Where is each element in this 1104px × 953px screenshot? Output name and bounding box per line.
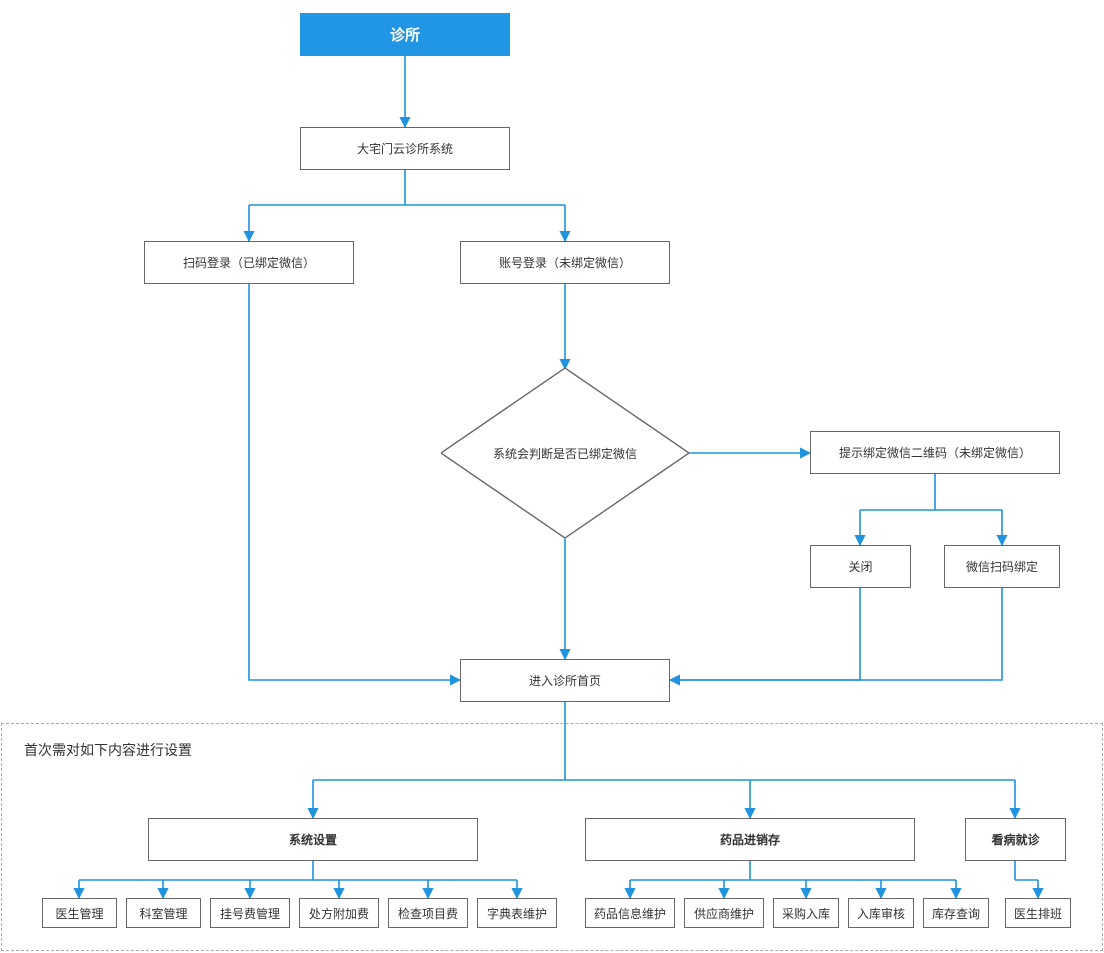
node-sched: 医生排班 bbox=[1005, 898, 1071, 928]
node-regfee: 挂号费管理 bbox=[210, 898, 290, 928]
node-chkfee: 检查项目费 bbox=[388, 898, 468, 928]
node-root: 诊所 bbox=[300, 13, 510, 56]
node-account: 账号登录（未绑定微信） bbox=[460, 241, 670, 284]
node-scan: 扫码登录（已绑定微信） bbox=[144, 241, 354, 284]
node-system: 大宅门云诊所系统 bbox=[300, 127, 510, 170]
node-prompt: 提示绑定微信二维码（未绑定微信） bbox=[810, 431, 1060, 474]
node-audit: 入库审核 bbox=[848, 898, 914, 928]
node-dict: 字典表维护 bbox=[477, 898, 557, 928]
node-rxfee: 处方附加费 bbox=[299, 898, 379, 928]
node-doc: 医生管理 bbox=[42, 898, 117, 928]
decision-label: 系统会判断是否已绑定微信 bbox=[441, 368, 689, 538]
node-sysset: 系统设置 bbox=[148, 818, 478, 861]
node-druginfo: 药品信息维护 bbox=[585, 898, 675, 928]
node-close: 关闭 bbox=[810, 545, 911, 588]
node-bind: 微信扫码绑定 bbox=[944, 545, 1060, 588]
node-visit: 看病就诊 bbox=[965, 818, 1066, 861]
decision-bind-wechat: 系统会判断是否已绑定微信 bbox=[441, 368, 689, 538]
node-pharm: 药品进销存 bbox=[585, 818, 915, 861]
settings-group-label: 首次需对如下内容进行设置 bbox=[24, 740, 192, 760]
node-dept: 科室管理 bbox=[126, 898, 201, 928]
node-supplier: 供应商维护 bbox=[684, 898, 764, 928]
node-purchase: 采购入库 bbox=[773, 898, 839, 928]
node-enter: 进入诊所首页 bbox=[460, 659, 670, 702]
node-stock: 库存查询 bbox=[923, 898, 989, 928]
